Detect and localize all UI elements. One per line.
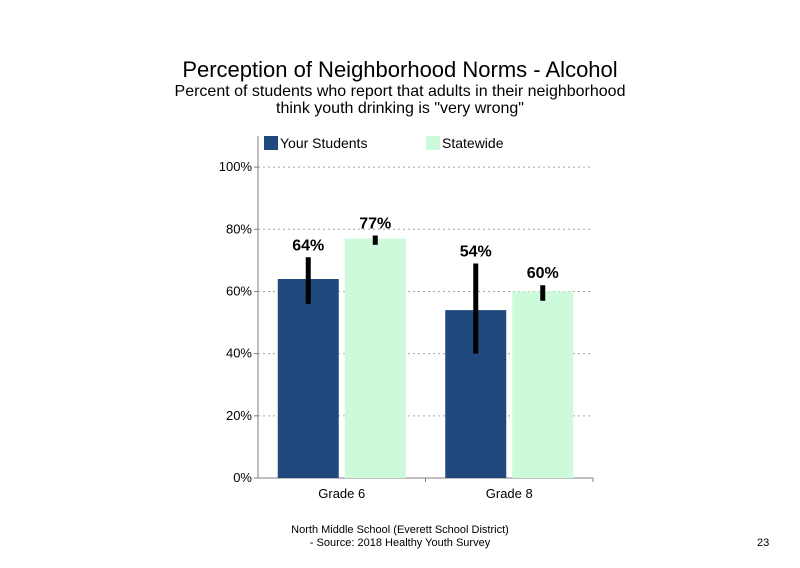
y-tick-label-3: 60%	[226, 283, 252, 298]
footer-school: North Middle School (Everett School Dist…	[291, 524, 509, 536]
legend-label-1: Your Students	[280, 135, 367, 151]
data-label-2-1: 77%	[359, 215, 391, 232]
bar-2-2	[512, 291, 574, 478]
chart-title: Perception of Neighborhood Norms - Alcoh…	[182, 57, 618, 82]
legend-swatch-1	[264, 136, 278, 150]
y-tick-label-0: 0%	[233, 470, 252, 485]
y-tick-label-1: 20%	[226, 408, 252, 423]
x-tick-label-0: Grade 6	[318, 486, 365, 501]
bar-1-1	[277, 279, 339, 478]
data-label-1-2: 54%	[460, 243, 492, 260]
legend-label-2: Statewide	[442, 135, 504, 151]
y-tick-label-2: 40%	[226, 346, 252, 361]
legend-swatch-2	[426, 136, 440, 150]
footer: North Middle School (Everett School Dist…	[0, 524, 800, 550]
page-number: 23	[757, 537, 770, 549]
bar-2-1	[344, 238, 406, 478]
data-label-2-2: 60%	[527, 265, 559, 282]
data-label-1-1: 64%	[292, 237, 324, 254]
chart-subtitle: Percent of students who report that adul…	[0, 83, 800, 117]
subtitle-line-1: Percent of students who report that adul…	[174, 83, 626, 100]
y-tick-label-4: 80%	[226, 221, 252, 236]
footer-source: - Source: 2018 Healthy Youth Survey	[309, 537, 491, 549]
x-tick-label-1: Grade 8	[486, 486, 533, 501]
subtitle-line-2: think youth drinking is "very wrong"	[276, 100, 524, 117]
y-tick-label-5: 100%	[219, 159, 253, 174]
